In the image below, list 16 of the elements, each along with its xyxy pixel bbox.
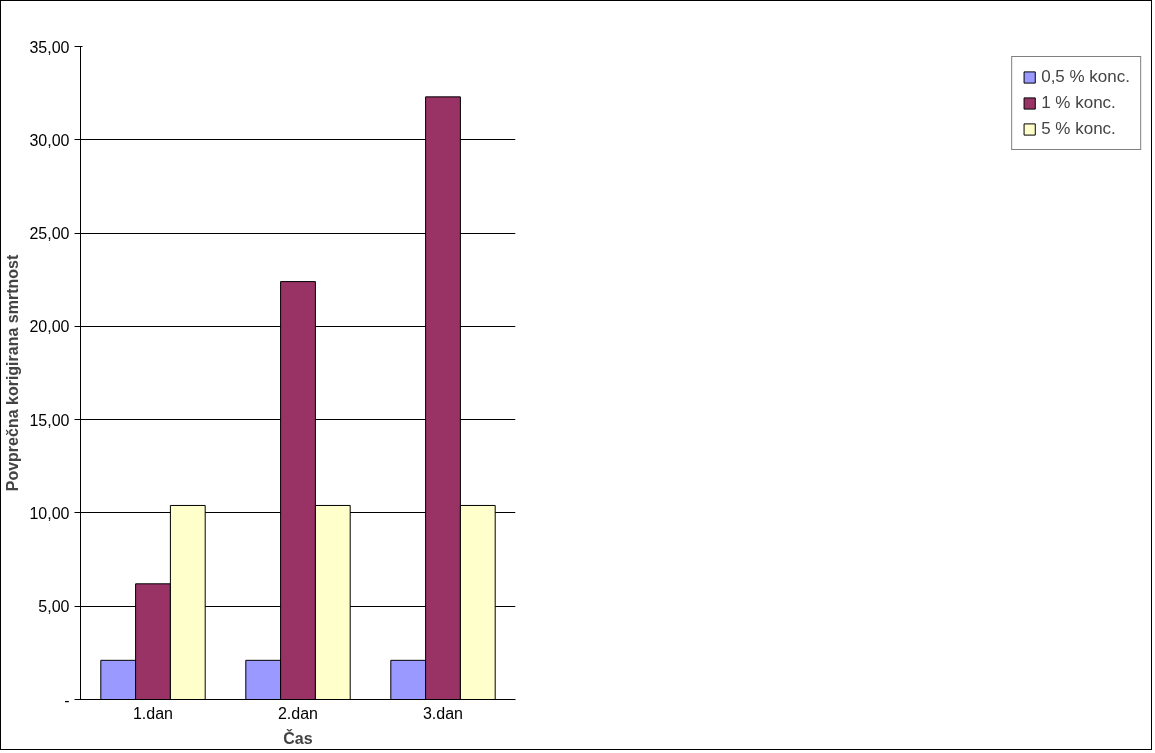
x-tick-label: 3.dan [422, 704, 464, 722]
y-tick-label: 30,00 [29, 131, 70, 149]
x-tick-label: 1.dan [132, 704, 174, 722]
y-tick-label: 20,00 [29, 318, 70, 336]
legend-label: 1 % konc. [1041, 93, 1116, 113]
y-tick-label: 5,00 [38, 598, 70, 616]
x-axis-title: Čas [283, 728, 313, 747]
x-tick-label: 2.dan [277, 704, 319, 722]
legend-label: 0,5 % konc. [1041, 67, 1130, 87]
legend-label: 5 % konc. [1041, 119, 1116, 139]
y-tick-label: 15,00 [29, 411, 70, 429]
y-tick-label: 10,00 [29, 504, 70, 522]
y-tick-label: - [64, 691, 70, 709]
y-tick-label: 35,00 [29, 38, 70, 56]
y-axis-title: Povprečna korigirana smrtnost [4, 254, 22, 492]
y-tick-label: 25,00 [29, 225, 70, 243]
